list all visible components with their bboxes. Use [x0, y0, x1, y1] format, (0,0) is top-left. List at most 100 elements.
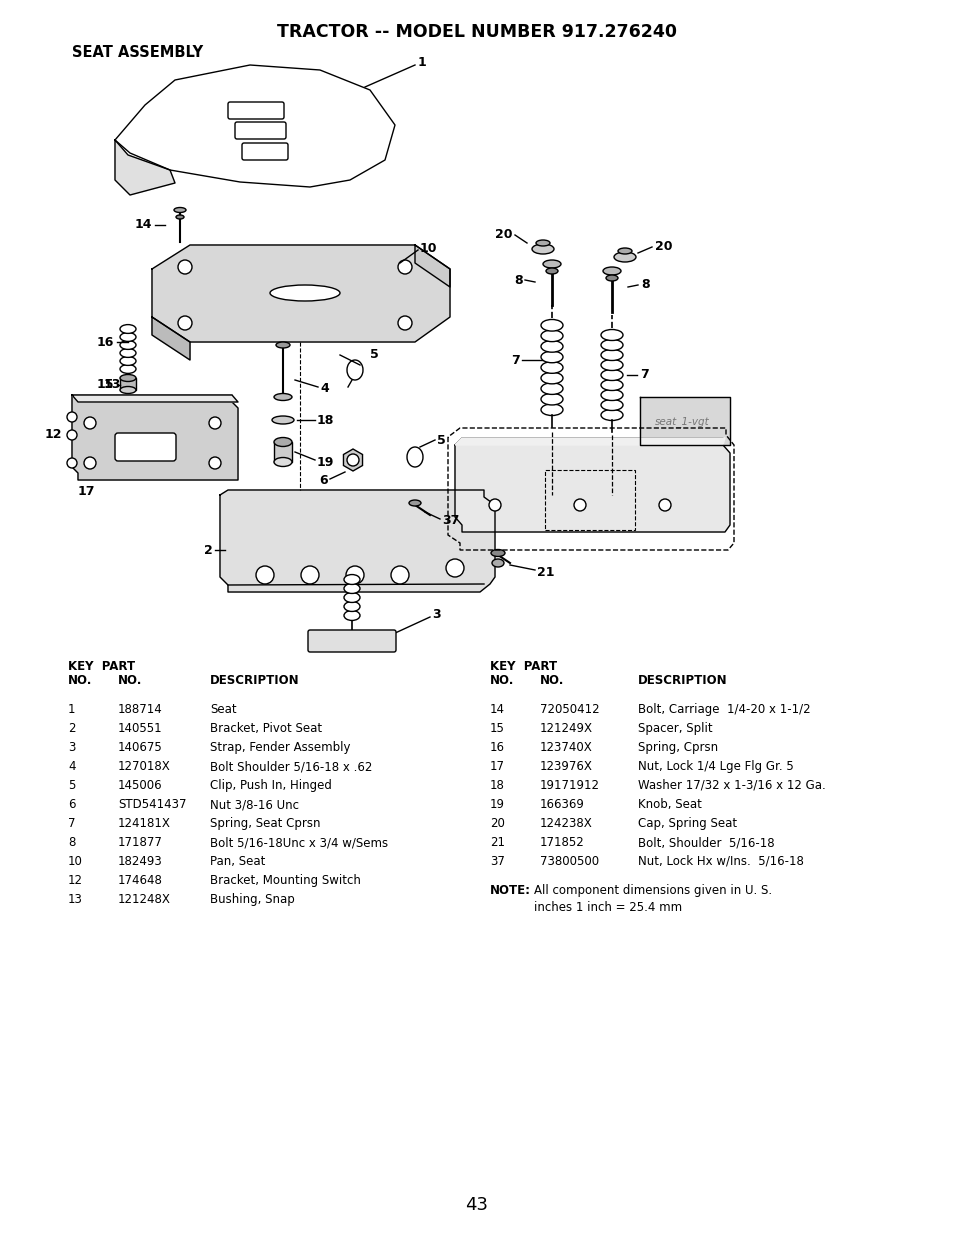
Ellipse shape — [600, 399, 622, 410]
Ellipse shape — [274, 437, 292, 447]
Circle shape — [346, 566, 364, 584]
Text: Bushing, Snap: Bushing, Snap — [210, 893, 294, 906]
Text: 20: 20 — [495, 228, 513, 242]
Text: Bracket, Pivot Seat: Bracket, Pivot Seat — [210, 722, 322, 735]
Circle shape — [67, 430, 77, 440]
Text: Knob, Seat: Knob, Seat — [638, 798, 701, 811]
FancyBboxPatch shape — [234, 122, 286, 140]
Text: 19: 19 — [316, 456, 334, 468]
Circle shape — [178, 261, 192, 274]
Text: Spacer, Split: Spacer, Split — [638, 722, 712, 735]
Text: 5: 5 — [370, 348, 378, 362]
Text: 16: 16 — [96, 336, 113, 348]
Polygon shape — [115, 140, 174, 195]
Text: Cap, Spring Seat: Cap, Spring Seat — [638, 818, 737, 830]
Ellipse shape — [409, 500, 420, 506]
Text: 123740X: 123740X — [539, 741, 592, 755]
Ellipse shape — [540, 404, 562, 415]
Text: NO.: NO. — [118, 674, 142, 687]
Ellipse shape — [120, 332, 136, 341]
Text: inches 1 inch = 25.4 mm: inches 1 inch = 25.4 mm — [534, 902, 681, 914]
Text: 21: 21 — [537, 566, 554, 578]
Text: 17: 17 — [78, 485, 95, 498]
Text: 18: 18 — [316, 414, 334, 426]
Ellipse shape — [536, 240, 550, 246]
Text: DESCRIPTION: DESCRIPTION — [210, 674, 299, 687]
Text: 5: 5 — [68, 779, 75, 792]
Text: TRACTOR -- MODEL NUMBER 917.276240: TRACTOR -- MODEL NUMBER 917.276240 — [276, 23, 677, 41]
Text: 20: 20 — [490, 818, 504, 830]
Text: Nut 3/8-16 Unc: Nut 3/8-16 Unc — [210, 798, 298, 811]
Text: 174648: 174648 — [118, 874, 163, 887]
Text: 8: 8 — [68, 836, 75, 848]
Text: 1: 1 — [68, 703, 75, 716]
Text: Bolt, Carriage  1/4-20 x 1-1/2: Bolt, Carriage 1/4-20 x 1-1/2 — [638, 703, 810, 716]
Ellipse shape — [120, 348, 136, 357]
Text: 12: 12 — [45, 429, 62, 441]
Text: 8: 8 — [640, 279, 649, 291]
Text: 12: 12 — [68, 874, 83, 887]
Text: 17: 17 — [490, 760, 504, 773]
Polygon shape — [71, 395, 237, 403]
Text: 15: 15 — [490, 722, 504, 735]
FancyBboxPatch shape — [115, 433, 175, 461]
Text: 145006: 145006 — [118, 779, 162, 792]
Ellipse shape — [540, 330, 562, 342]
Bar — [274, 442, 292, 462]
Ellipse shape — [274, 394, 292, 400]
Ellipse shape — [120, 387, 136, 394]
Text: 2: 2 — [68, 722, 75, 735]
Ellipse shape — [600, 379, 622, 390]
Text: 19171912: 19171912 — [539, 779, 599, 792]
Ellipse shape — [600, 340, 622, 351]
Ellipse shape — [605, 275, 618, 282]
Ellipse shape — [602, 267, 620, 275]
Text: 1: 1 — [417, 57, 426, 69]
Circle shape — [489, 499, 500, 511]
Text: Nut, Lock 1/4 Lge Flg Gr. 5: Nut, Lock 1/4 Lge Flg Gr. 5 — [638, 760, 793, 773]
Ellipse shape — [600, 350, 622, 361]
Text: Bolt, Shoulder  5/16-18: Bolt, Shoulder 5/16-18 — [638, 836, 774, 848]
Ellipse shape — [344, 584, 359, 594]
Text: 8: 8 — [514, 273, 522, 287]
Polygon shape — [639, 396, 729, 445]
Ellipse shape — [540, 351, 562, 363]
Text: 43: 43 — [465, 1195, 488, 1214]
Text: NO.: NO. — [539, 674, 564, 687]
Ellipse shape — [540, 341, 562, 352]
Text: 10: 10 — [68, 855, 83, 868]
Ellipse shape — [600, 389, 622, 400]
Ellipse shape — [270, 285, 339, 301]
Ellipse shape — [540, 372, 562, 384]
Text: Spring, Cprsn: Spring, Cprsn — [638, 741, 718, 755]
Text: 121249X: 121249X — [539, 722, 593, 735]
Text: 7: 7 — [639, 368, 648, 382]
Text: Pan, Seat: Pan, Seat — [210, 855, 265, 868]
Ellipse shape — [120, 357, 136, 366]
Text: 182493: 182493 — [118, 855, 163, 868]
Text: 15: 15 — [96, 378, 113, 391]
Text: KEY  PART: KEY PART — [68, 659, 135, 673]
Polygon shape — [115, 65, 395, 186]
Circle shape — [301, 566, 318, 584]
Ellipse shape — [120, 374, 136, 382]
Text: SEAT ASSEMBLY: SEAT ASSEMBLY — [71, 44, 203, 61]
Circle shape — [67, 412, 77, 422]
Text: 3: 3 — [432, 609, 440, 621]
Text: Washer 17/32 x 1-3/16 x 12 Ga.: Washer 17/32 x 1-3/16 x 12 Ga. — [638, 779, 825, 792]
Text: 2: 2 — [204, 543, 213, 557]
Circle shape — [347, 454, 358, 466]
Ellipse shape — [344, 574, 359, 584]
Text: 13: 13 — [103, 378, 121, 391]
Text: DESCRIPTION: DESCRIPTION — [638, 674, 727, 687]
Ellipse shape — [173, 207, 186, 212]
Polygon shape — [455, 438, 724, 445]
Text: 10: 10 — [419, 242, 437, 254]
Circle shape — [84, 417, 96, 429]
Text: 14: 14 — [134, 219, 152, 231]
Text: 127018X: 127018X — [118, 760, 171, 773]
Ellipse shape — [120, 364, 136, 373]
Text: NO.: NO. — [490, 674, 514, 687]
Text: 5: 5 — [436, 433, 445, 447]
Text: 37: 37 — [490, 855, 504, 868]
